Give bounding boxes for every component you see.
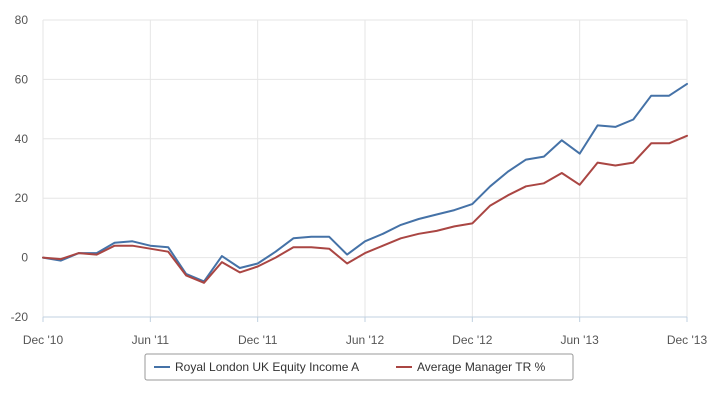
y-tick-label: 20 (15, 191, 29, 205)
series-line-2[interactable] (42, 134, 688, 284)
legend-label-series-1: Royal London UK Equity Income A (175, 360, 359, 374)
legend-item-series-2[interactable]: Average Manager TR % (396, 360, 546, 374)
grid (42, 19, 688, 318)
y-tick-label: 40 (15, 132, 29, 146)
y-tick-label: -20 (11, 310, 29, 324)
axes: 80 60 40 20 0 -20 Dec '10 Jun '11 Dec '11 Jun '12… (11, 13, 708, 347)
y-tick-label: 80 (15, 13, 29, 27)
legend-item-series-1[interactable]: Royal London UK Equity Income A (154, 360, 359, 374)
y-tick-label: 0 (21, 251, 28, 265)
x-tick-label: Jun '12 (346, 333, 385, 347)
x-tick-label: Dec '12 (452, 333, 493, 347)
series-lines (42, 82, 688, 284)
x-tick-label: Dec '11 (238, 333, 278, 347)
legend-label-series-2: Average Manager TR % (417, 360, 546, 374)
x-tick-label: Jun '11 (132, 333, 170, 347)
x-tick-label: Dec '10 (23, 333, 64, 347)
legend: Royal London UK Equity Income A Average … (144, 353, 574, 381)
legend-box (144, 353, 574, 381)
y-tick-label: 60 (15, 72, 29, 86)
x-tick-label: Jun '13 (561, 333, 600, 347)
x-tick-label: Dec '13 (667, 333, 708, 347)
series-line-1[interactable] (42, 82, 688, 283)
